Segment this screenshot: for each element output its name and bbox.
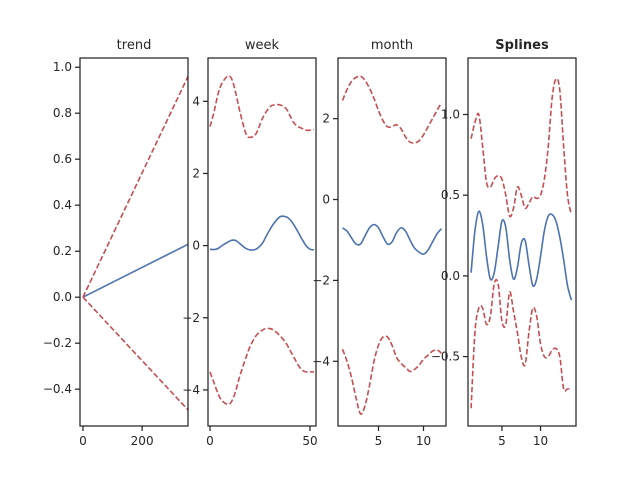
y-tick-label: −0.5 bbox=[431, 350, 460, 364]
series-mean-line bbox=[82, 243, 189, 298]
x-tick-label: 10 bbox=[416, 434, 431, 448]
series-lower-line bbox=[470, 278, 572, 409]
y-tick-label: 0.0 bbox=[53, 290, 72, 304]
y-tick-label: −4 bbox=[312, 354, 330, 368]
panel-month: −4 −2 0 2 5 10 month bbox=[312, 38, 447, 448]
series-mean-line bbox=[342, 223, 443, 255]
y-tick-label: 0.2 bbox=[53, 244, 72, 258]
series-lower-line bbox=[209, 327, 314, 406]
series-lower-line bbox=[341, 335, 443, 415]
y-tick-label: 0 bbox=[322, 193, 330, 207]
y-tick-label: 0.5 bbox=[441, 188, 460, 202]
y-tick-label: 1.0 bbox=[53, 60, 72, 74]
y-tick-label: −4 bbox=[182, 383, 200, 397]
y-tick-label: 1.0 bbox=[441, 107, 460, 121]
x-tick-label: 50 bbox=[302, 434, 317, 448]
x-tick-label: 5 bbox=[498, 434, 506, 448]
axes-frame bbox=[79, 57, 189, 427]
x-tick-label: 0 bbox=[206, 434, 214, 448]
panel-title: month bbox=[371, 38, 413, 53]
series-mean-line bbox=[209, 215, 315, 251]
axes-frame bbox=[207, 57, 317, 427]
y-tick-label: 0 bbox=[192, 239, 200, 253]
series-upper-line bbox=[82, 76, 189, 298]
y-tick-label: 4 bbox=[192, 94, 200, 108]
y-tick-label: 0.8 bbox=[53, 106, 72, 120]
y-tick-label: −0.2 bbox=[43, 336, 72, 350]
panel-title: week bbox=[245, 38, 280, 53]
series-mean-line bbox=[470, 210, 573, 301]
y-tick-label: 0.6 bbox=[53, 152, 72, 166]
series-upper-line bbox=[470, 77, 573, 218]
panel-title: trend bbox=[117, 38, 152, 53]
panel-splines: −0.5 0.0 0.5 1.0 5 10 Splines bbox=[431, 38, 577, 448]
x-tick-label: 200 bbox=[131, 434, 154, 448]
panel-title: Splines bbox=[495, 38, 549, 53]
series-upper-line bbox=[209, 75, 315, 139]
axes-frame bbox=[467, 57, 577, 427]
y-tick-label: 2 bbox=[322, 112, 330, 126]
y-tick-label: 2 bbox=[192, 166, 200, 180]
x-tick-label: 10 bbox=[533, 434, 548, 448]
panel-trend: −0.4 −0.2 0.0 0.2 0.4 0.6 0.8 1.0 0 200 trend bbox=[43, 38, 189, 448]
panel-week: −4 −2 0 2 4 0 50 week bbox=[182, 38, 317, 448]
y-tick-label: 0.0 bbox=[441, 269, 460, 283]
series-lower-line bbox=[82, 296, 189, 411]
y-tick-label: −0.4 bbox=[43, 382, 72, 396]
y-tick-label: 0.4 bbox=[53, 198, 72, 212]
x-tick-label: 5 bbox=[375, 434, 383, 448]
y-tick-label: −2 bbox=[312, 273, 330, 287]
y-tick-label: −2 bbox=[182, 311, 200, 325]
axes-frame bbox=[337, 57, 447, 427]
x-tick-label: 0 bbox=[79, 434, 87, 448]
